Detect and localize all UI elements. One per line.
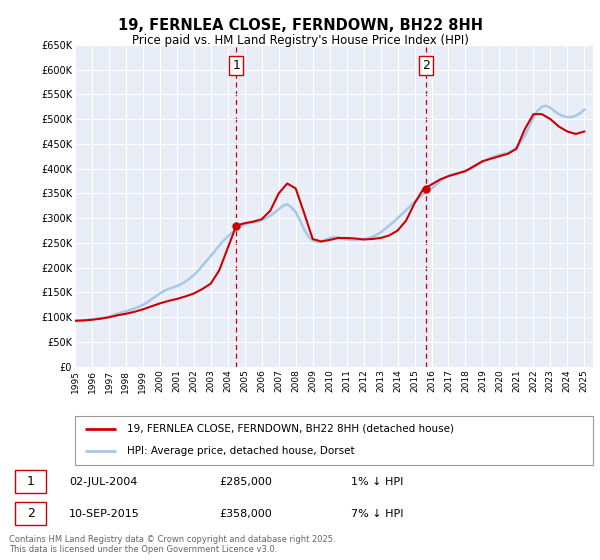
Text: £285,000: £285,000 xyxy=(219,477,272,487)
Point xyxy=(421,185,431,194)
Text: 19, FERNLEA CLOSE, FERNDOWN, BH22 8HH (detached house): 19, FERNLEA CLOSE, FERNDOWN, BH22 8HH (d… xyxy=(127,424,454,434)
Text: 1: 1 xyxy=(26,475,35,488)
Text: 10-SEP-2015: 10-SEP-2015 xyxy=(69,508,140,519)
Text: 1: 1 xyxy=(232,59,240,72)
Text: Contains HM Land Registry data © Crown copyright and database right 2025.
This d: Contains HM Land Registry data © Crown c… xyxy=(9,535,335,554)
Text: Price paid vs. HM Land Registry's House Price Index (HPI): Price paid vs. HM Land Registry's House … xyxy=(131,34,469,46)
Text: £358,000: £358,000 xyxy=(219,508,272,519)
Text: 7% ↓ HPI: 7% ↓ HPI xyxy=(351,508,404,519)
Text: 02-JUL-2004: 02-JUL-2004 xyxy=(69,477,137,487)
Text: 2: 2 xyxy=(422,59,430,72)
Text: 2: 2 xyxy=(26,507,35,520)
Text: 19, FERNLEA CLOSE, FERNDOWN, BH22 8HH: 19, FERNLEA CLOSE, FERNDOWN, BH22 8HH xyxy=(118,18,482,33)
Point xyxy=(232,221,241,230)
Text: HPI: Average price, detached house, Dorset: HPI: Average price, detached house, Dors… xyxy=(127,446,355,456)
Text: 1% ↓ HPI: 1% ↓ HPI xyxy=(351,477,403,487)
